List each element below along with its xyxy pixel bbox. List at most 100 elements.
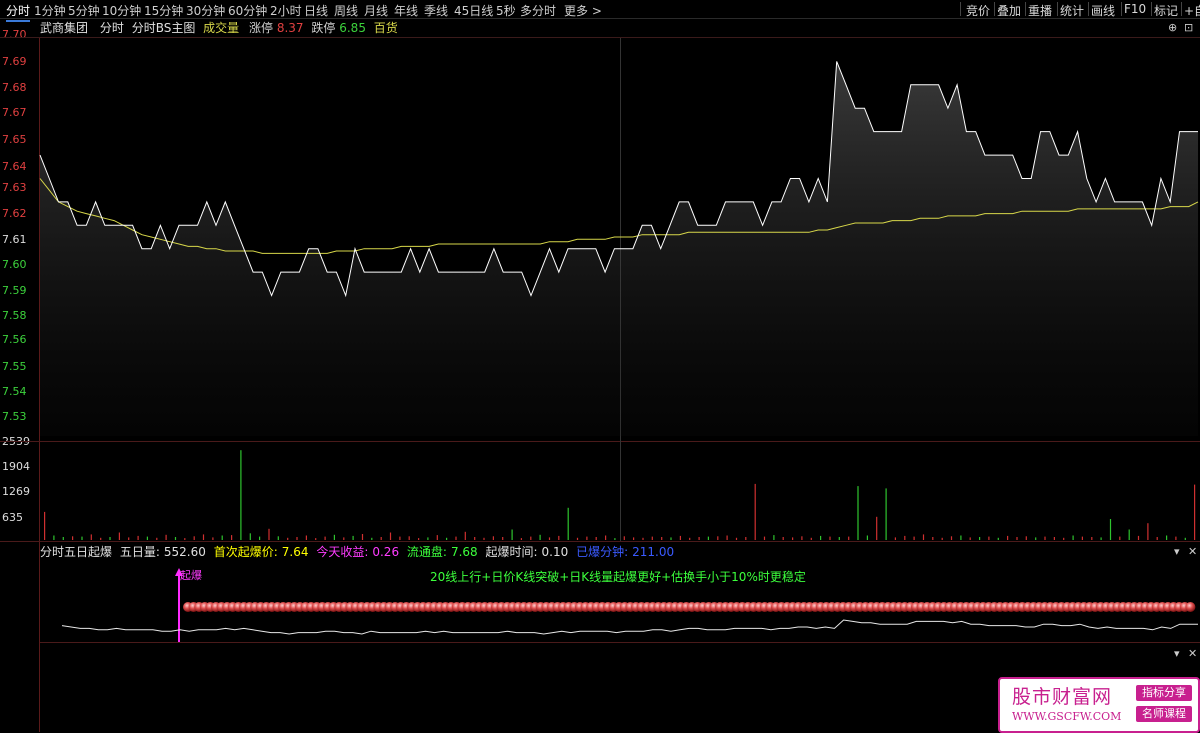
tool-button-4[interactable]: 画线 <box>1091 4 1116 18</box>
volume-bar <box>464 531 466 540</box>
tool-button-6[interactable]: 标记 <box>1154 4 1179 18</box>
volume-bar <box>53 535 55 540</box>
sector-label: 百货 <box>373 21 398 35</box>
first-price-value: 7.64 <box>281 545 309 559</box>
indicator-name[interactable]: 分时五日起爆 <box>40 545 113 559</box>
maximize-icon[interactable]: ⊡ <box>1184 21 1194 34</box>
volume-tick-label: 635 <box>2 511 23 524</box>
toolbar-divider <box>960 2 961 16</box>
tool-button-3[interactable]: 统计 <box>1060 4 1085 18</box>
timeframe-tab-14[interactable]: 5秒 <box>496 4 516 18</box>
fiveday-label: 五日量: <box>119 545 160 559</box>
volume-bar <box>259 536 261 540</box>
volume-bar <box>595 537 597 540</box>
indicator-panel <box>61 568 1198 642</box>
panel-dropdown-icon[interactable]: ▾ <box>1174 545 1180 558</box>
volume-bar <box>1119 536 1121 540</box>
timeframe-tab-9[interactable]: 周线 <box>334 4 359 18</box>
volume-bar <box>838 537 840 540</box>
tool-button-1[interactable]: 叠加 <box>997 4 1022 18</box>
tool-divider <box>1181 2 1182 16</box>
volume-bar <box>193 536 195 540</box>
mode-timeshare[interactable]: 分时 <box>99 21 124 35</box>
volume-bar <box>202 534 205 540</box>
elapsed-label: 已爆分钟: <box>576 545 629 559</box>
mode-bs-main[interactable]: 分时BS主图 <box>131 21 196 35</box>
tool-button-2[interactable]: 重播 <box>1028 4 1053 18</box>
price-tick-label: 7.60 <box>2 258 27 271</box>
volume-bar <box>1072 535 1074 540</box>
volume-bar <box>792 537 794 540</box>
add-panel-icon[interactable]: ⊕ <box>1168 21 1178 34</box>
timeframe-tab-5[interactable]: 30分钟 <box>186 4 226 18</box>
volume-bar <box>455 536 457 540</box>
volume-bar <box>1147 523 1149 540</box>
price-tick-label: 7.55 <box>2 360 27 373</box>
volume-bar <box>866 535 868 540</box>
timeframe-tab-7[interactable]: 2小时 <box>270 4 302 18</box>
volume-bar <box>1044 536 1046 540</box>
price-tick-label: 7.69 <box>2 55 27 68</box>
timeframe-tab-2[interactable]: 5分钟 <box>68 4 100 18</box>
volume-bar <box>605 535 607 540</box>
timeframe-tab-0[interactable]: 分时 <box>6 4 31 22</box>
panel2-dropdown-icon[interactable]: ▾ <box>1174 647 1180 660</box>
timeframe-tab-1[interactable]: 1分钟 <box>34 4 66 18</box>
volume-bar <box>137 535 139 540</box>
volume-bar <box>62 537 64 540</box>
volume-bar <box>483 537 485 540</box>
volume-bar <box>427 537 429 540</box>
timeframe-tab-3[interactable]: 10分钟 <box>102 4 142 18</box>
volume-bar <box>100 537 102 540</box>
timeframe-tab-11[interactable]: 年线 <box>394 4 419 18</box>
timeframe-toolbar: 分时 1分钟 5分钟 10分钟 15分钟 30分钟 60分钟 2小时 日线 周线 月线 年线 季线 45日… <box>0 0 1200 22</box>
volume-bar <box>820 535 822 540</box>
volume-bar <box>876 516 878 540</box>
tool-button-0[interactable]: 竞价 <box>966 4 991 18</box>
price-tick-label: 7.54 <box>2 385 27 398</box>
volume-bar <box>614 538 616 540</box>
volume-bar <box>960 535 962 540</box>
volume-bar <box>689 537 691 540</box>
timeframe-tab-12[interactable]: 季线 <box>424 4 449 18</box>
watermark-logo: 股市财富网 WWW.GSCFW.COM 指标分享 名师课程 <box>998 677 1200 733</box>
volume-bar <box>1166 535 1168 540</box>
timeframe-tab-16[interactable]: 更多 > <box>564 4 602 18</box>
volume-bar <box>735 537 738 540</box>
volume-bar <box>988 536 990 540</box>
price-tick-label: 7.53 <box>2 410 27 423</box>
tool-divider <box>994 2 995 16</box>
timeframe-tab-6[interactable]: 60分钟 <box>228 4 268 18</box>
price-tick-label: 7.62 <box>2 207 27 220</box>
volume-bar <box>548 537 551 540</box>
volume-bar <box>72 536 74 540</box>
volume-bar <box>679 535 681 540</box>
timeframe-tab-4[interactable]: 15分钟 <box>144 4 184 18</box>
limit-down-label: 跌停 <box>311 21 336 35</box>
tool-button-5[interactable]: F10 <box>1124 2 1147 16</box>
volume-bar <box>539 534 541 540</box>
volume-bar <box>81 536 83 540</box>
volume-bar <box>520 538 522 540</box>
volume-bar <box>1109 519 1112 540</box>
volume-bar <box>922 534 925 540</box>
watermark-tag-course: 名师课程 <box>1136 706 1192 722</box>
tool-button-7[interactable]: +自 <box>1184 4 1200 18</box>
timeframe-tab-15[interactable]: 多分时 <box>520 4 557 18</box>
volume-bar <box>399 536 401 540</box>
volume-bar <box>380 537 382 540</box>
volume-bar <box>651 536 653 540</box>
panel2-close-icon[interactable]: ✕ <box>1188 647 1198 660</box>
panel-close-icon[interactable]: ✕ <box>1188 545 1198 558</box>
indicator-stats: 分时五日起爆 五日量: 552.60 首次起爆价: 7.64 今天收益: 0.26 流… <box>40 543 678 560</box>
timeframe-tab-13[interactable]: 45日线 <box>454 4 494 18</box>
time-value: 0.10 <box>541 545 569 559</box>
volume-bar <box>530 536 532 540</box>
timeframe-tab-8[interactable]: 日线 <box>304 4 329 18</box>
tool-divider <box>1121 2 1122 16</box>
timeframe-tab-10[interactable]: 月线 <box>364 4 389 18</box>
price-tick-label: 7.63 <box>2 181 27 194</box>
volume-bar <box>249 533 251 540</box>
volume-bar <box>1063 537 1065 540</box>
